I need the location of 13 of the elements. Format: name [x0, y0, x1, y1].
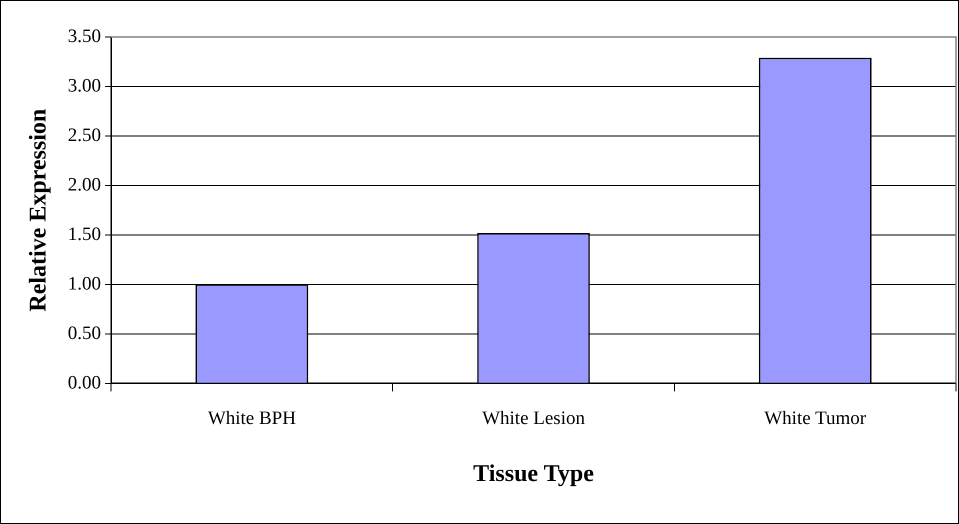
- y-axis-title: Relative Expression: [26, 108, 52, 312]
- y-tick-label: 0.50: [68, 322, 102, 344]
- x-axis-title: Tissue Type: [473, 460, 594, 487]
- y-tick-label: 2.50: [68, 124, 102, 146]
- x-tick-label: White BPH: [208, 408, 296, 429]
- y-tick-label: 2.00: [68, 174, 102, 196]
- x-tick-label: White Lesion: [482, 408, 586, 429]
- y-tick-label: 3.50: [68, 26, 102, 47]
- x-tick-label: White Tumor: [764, 408, 867, 429]
- y-tick-label: 1.50: [68, 224, 102, 245]
- y-tick-label: 0.00: [68, 372, 102, 394]
- y-tick-label: 1.00: [68, 273, 102, 294]
- y-tick-label: 3.00: [68, 75, 102, 96]
